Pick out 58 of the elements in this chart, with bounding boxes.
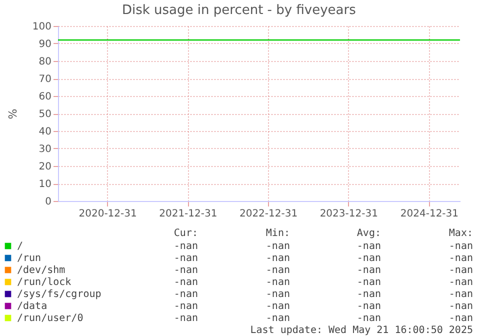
text: Cur:	[174, 228, 198, 239]
y-tick-label: 10	[38, 179, 52, 190]
x-tick-label: 2020-12-31	[78, 208, 137, 220]
text: -nan	[174, 301, 198, 312]
x-tick-label: 2024-12-31	[400, 208, 459, 220]
text: -nan	[448, 301, 473, 312]
text: -nan	[448, 277, 473, 288]
text: -nan	[448, 241, 473, 252]
text: -nan	[266, 301, 290, 312]
y-tick-label: 40	[38, 126, 52, 138]
text: -nan	[174, 313, 198, 324]
text: -nan	[356, 241, 381, 252]
chart-title: Disk usage in percent - by fiveyears	[122, 3, 356, 18]
text: -nan	[174, 277, 198, 288]
text: -nan	[356, 277, 381, 288]
text: -nan	[448, 265, 473, 276]
x-tick-label: 2021-12-31	[159, 208, 218, 220]
y-tick-label: 60	[38, 92, 52, 102]
y-tick-label: 100	[32, 22, 52, 32]
text: -nan	[356, 289, 381, 300]
y-tick-label: 70	[38, 74, 52, 85]
text: -nan	[266, 313, 290, 324]
text: -nan	[356, 301, 381, 312]
text: -nan	[266, 265, 290, 276]
text: -nan	[356, 265, 381, 276]
text: -nan	[266, 253, 290, 264]
y-tick-label: 90	[38, 39, 52, 50]
text: -nan	[448, 313, 473, 324]
y-axis-title: %	[6, 108, 20, 120]
text: -nan	[356, 313, 381, 324]
text: -nan	[448, 253, 473, 264]
text: -nan	[174, 265, 198, 276]
y-tick-label: 0	[45, 196, 52, 208]
text: Avg:	[356, 228, 381, 239]
legend-label: /run/lock	[17, 277, 72, 288]
legend-label: /run/user/0	[17, 313, 84, 324]
text: -nan	[448, 289, 473, 300]
text: -nan	[356, 253, 381, 264]
text: Last update: Wed May 21 16:00:50 2025	[250, 325, 473, 336]
y-tick-label: 20	[38, 162, 52, 172]
text: Max:	[448, 228, 473, 239]
x-tick-label: 2023-12-31	[320, 208, 378, 220]
legend-label: /sys/fs/cgroup	[17, 289, 102, 300]
text: -nan	[174, 289, 198, 300]
legend-label: /dev/shm	[17, 265, 66, 276]
text: -nan	[266, 289, 290, 300]
text: Min:	[266, 228, 290, 239]
legend-label: /data	[17, 301, 48, 312]
y-tick-label: 30	[38, 144, 52, 155]
legend-label: /run	[17, 253, 42, 264]
text: -nan	[266, 241, 290, 252]
text: -nan	[174, 253, 198, 264]
text: -nan	[174, 241, 198, 252]
legend-label: /	[17, 241, 24, 252]
y-tick-label: 50	[38, 109, 52, 120]
text: -nan	[266, 277, 290, 288]
x-tick-label: 2022-12-31	[239, 208, 298, 220]
y-tick-label: 80	[38, 56, 52, 68]
